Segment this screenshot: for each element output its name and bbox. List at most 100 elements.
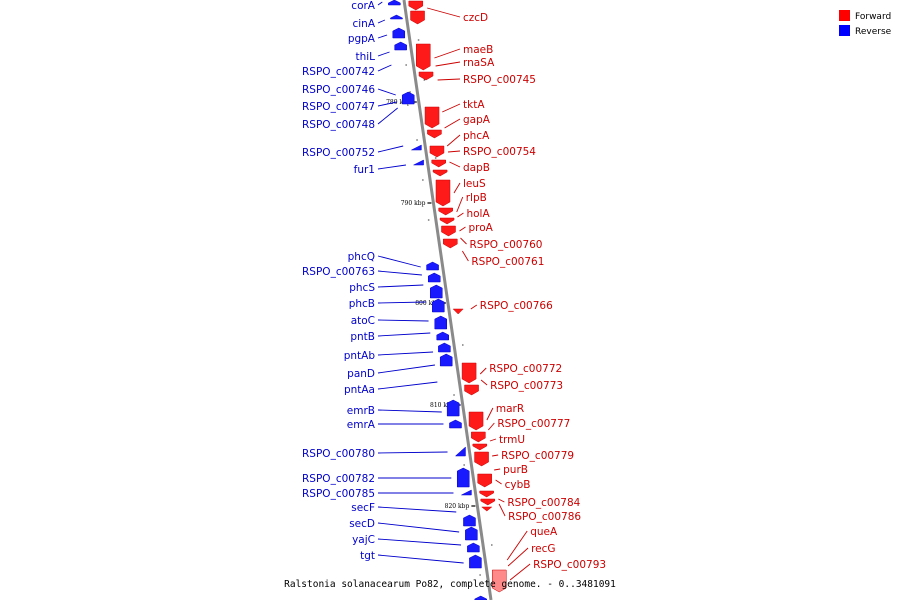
reverse-gene-block — [401, 91, 415, 105]
forward-gene-block — [427, 129, 442, 139]
forward-leader-line — [434, 48, 461, 59]
forward-gene-block — [471, 431, 486, 443]
reverse-leader-line — [377, 88, 396, 96]
forward-leader-line — [489, 438, 497, 442]
reverse-leader-line — [377, 301, 426, 304]
reverse-leader-line — [377, 381, 438, 390]
forward-gene-label: queA — [530, 526, 558, 538]
forward-leader-line — [492, 454, 499, 457]
forward-gene-label: RSPO_c00773 — [490, 380, 563, 392]
forward-gene-label: purB — [503, 464, 528, 476]
forward-leader-line — [457, 212, 464, 218]
reverse-gene-block — [426, 261, 439, 271]
forward-gene-block — [480, 498, 496, 506]
reverse-gene-block — [434, 315, 448, 330]
reverse-gene-label: yajC — [352, 534, 375, 546]
forward-leader-line — [456, 196, 464, 213]
reverse-gene-block — [394, 41, 407, 51]
forward-leader-line — [437, 78, 461, 81]
reverse-leader-line — [377, 64, 392, 72]
forward-gene-label: leuS — [463, 178, 486, 190]
reverse-leader-line — [377, 101, 397, 107]
kbp-label: 780 kbp — [386, 99, 411, 106]
forward-leader-line — [453, 182, 461, 194]
genome-caption: Ralstonia solanacearum Po82, complete ge… — [284, 579, 616, 590]
reverse-gene-label: RSPO_c00763 — [302, 266, 375, 278]
forward-gene-block — [424, 106, 440, 129]
forward-gene-label: phcA — [463, 130, 490, 142]
kbp-markers: 780 kbp 790 kbp 800 kbp 810 kbp 820 kbp — [386, 99, 476, 510]
reverse-gene-label: emrB — [347, 405, 375, 417]
reverse-gene-label: pntAb — [344, 350, 376, 362]
reverse-gene-label: RSPO_c00742 — [302, 66, 375, 78]
reverse-gene-label: panD — [347, 368, 375, 380]
forward-leader-line — [470, 304, 478, 310]
reverse-gene-block — [413, 159, 424, 166]
forward-gene-label: RSPO_c00779 — [501, 450, 574, 462]
forward-gene-label: rnaSA — [463, 57, 495, 69]
forward-gene-block — [481, 506, 493, 512]
forward-gene-block — [464, 384, 479, 396]
forward-leader-line — [486, 407, 494, 421]
reverse-gene-block — [467, 542, 480, 553]
forward-leader-line — [444, 118, 461, 129]
reverse-gene-label: atoC — [351, 315, 375, 327]
forward-leader-line — [480, 379, 488, 386]
reverse-leader-line — [377, 270, 422, 276]
forward-gene-block — [435, 179, 451, 207]
forward-gene-label: RSPO_c00786 — [508, 511, 581, 523]
forward-gene-block — [443, 238, 458, 249]
reverse-gene-label: RSPO_c00748 — [302, 119, 375, 131]
forward-gene-label: recG — [531, 543, 555, 555]
forward-gene-label: RSPO_c00784 — [507, 497, 580, 509]
reverse-gene-label: RSPO_c00782 — [302, 473, 375, 485]
reverse-leader-line — [377, 332, 431, 337]
reverse-gene-label: pntAa — [344, 384, 375, 396]
forward-leader-line — [427, 7, 461, 18]
reverse-leader-line — [377, 19, 386, 24]
reverse-gene-block — [439, 353, 453, 367]
forward-leader-line — [506, 530, 528, 561]
reverse-gene-block — [474, 595, 487, 600]
legend: Forward Reverse — [839, 10, 892, 37]
reverse-gene-block — [465, 526, 478, 541]
genome-backbone — [402, 0, 493, 600]
reverse-gene-label: RSPO_c00752 — [302, 147, 375, 159]
forward-gene-label: tktA — [463, 99, 485, 111]
legend-swatch-reverse — [839, 25, 850, 36]
forward-gene-label: RSPO_c00766 — [480, 300, 553, 312]
forward-gene-block — [474, 451, 489, 467]
reverse-gene-block — [430, 284, 443, 299]
kbp-label: 810 kbp — [430, 402, 455, 409]
reverse-leader-line — [377, 522, 460, 533]
reverse-gene-block — [469, 554, 482, 569]
reverse-gene-label: emrA — [347, 419, 376, 431]
legend-swatch-forward — [839, 10, 850, 21]
reverse-gene-label: phcS — [349, 282, 375, 294]
reverse-leader-line — [377, 255, 421, 268]
kbp-label: 800 kbp — [415, 300, 440, 307]
forward-gene-label: marR — [496, 403, 524, 415]
forward-gene-label: trmU — [499, 434, 525, 446]
forward-gene-label: holA — [466, 208, 490, 220]
forward-leader-line — [448, 150, 461, 153]
reverse-leader-line — [377, 284, 424, 288]
forward-leader-line — [449, 161, 461, 168]
forward-gene-label: RSPO_c00761 — [471, 256, 544, 268]
reverse-gene-label: secD — [349, 518, 375, 530]
reverse-gene-block — [411, 144, 422, 151]
kbp-label: 790 kbp — [401, 200, 426, 207]
reverse-leader-line — [377, 351, 434, 356]
reverse-leader-line — [377, 364, 435, 374]
forward-gene-label: RSPO_c00754 — [463, 146, 536, 158]
reverse-leader-line — [377, 538, 462, 546]
forward-leader-line — [459, 226, 466, 232]
reverse-gene-block — [456, 467, 470, 488]
forward-leader-line — [442, 103, 461, 113]
reverse-gene-block — [390, 14, 403, 20]
forward-leader-line — [494, 468, 501, 471]
forward-gene-label: RSPO_c00760 — [470, 239, 543, 251]
reverse-leader-line — [377, 409, 442, 413]
forward-gene-label: gapA — [463, 114, 491, 126]
reverse-gene-block — [454, 446, 466, 457]
